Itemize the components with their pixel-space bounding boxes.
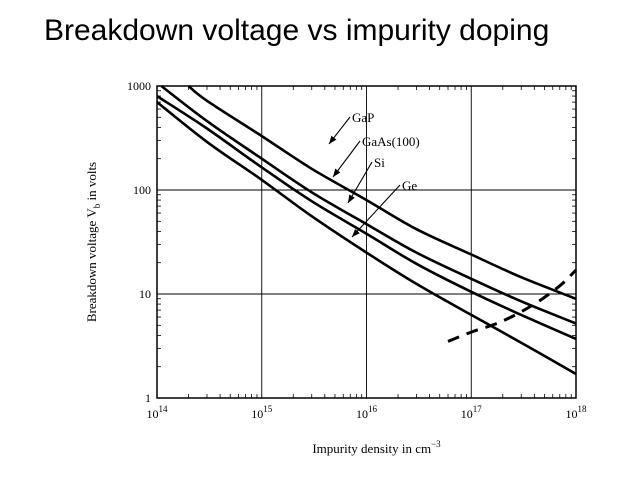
y-tick-label: 10 xyxy=(139,287,151,301)
annotation-arrowhead-si xyxy=(348,194,355,203)
annotation-label-gaas-100: GaAs(100) xyxy=(362,134,420,149)
annotation-leader-ge xyxy=(351,184,401,238)
annotation-label-gap: GaP xyxy=(352,110,374,125)
series-line-ge xyxy=(156,101,577,376)
slide-title: Breakdown voltage vs impurity doping xyxy=(44,14,550,47)
x-tick-label: 1015 xyxy=(251,404,273,421)
y-tick-label: 1 xyxy=(145,391,151,405)
annotation-label-ge: Ge xyxy=(402,178,417,193)
annotation-arrowhead-gaas-100 xyxy=(333,168,341,177)
y-axis-title: Breakdown voltage Vb in volts xyxy=(84,162,102,322)
series-line-gaas-100 xyxy=(160,84,577,325)
series-line-si xyxy=(156,95,577,341)
annotation-label-si: Si xyxy=(374,155,385,170)
axis-ticks: 1014 1015 1016 1017 1018 1 10 100 1000 xyxy=(127,79,587,421)
annotation-arrowhead-gap xyxy=(329,135,337,144)
y-tick-label: 1000 xyxy=(127,79,151,93)
annotation-arrowhead-ge xyxy=(352,228,360,237)
grid-lines xyxy=(157,86,576,398)
x-axis-title: Impurity density in cm−3 xyxy=(312,439,441,456)
x-tick-label: 1014 xyxy=(147,404,169,421)
series-lines xyxy=(156,84,578,376)
x-tick-label: 1016 xyxy=(356,404,378,421)
x-tick-label: 1018 xyxy=(566,404,588,421)
series-line-gap xyxy=(187,84,577,301)
x-tick-label: 1017 xyxy=(461,404,483,421)
plot-frame xyxy=(156,85,577,399)
series-line-dashed xyxy=(447,268,578,343)
curve-annotations: GaP GaAs(100) Si Ge xyxy=(328,110,420,238)
y-tick-label: 100 xyxy=(133,183,151,197)
